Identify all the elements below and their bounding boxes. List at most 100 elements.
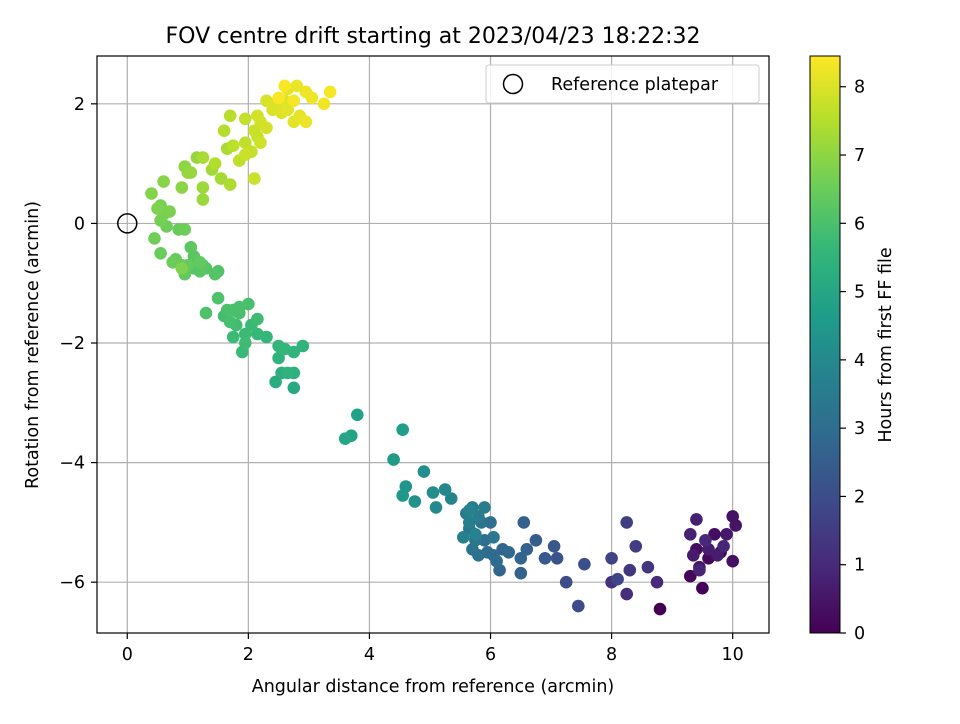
scatter-point	[248, 172, 261, 185]
colorbar-tick-label: 7	[854, 146, 865, 166]
scatter-point	[641, 560, 655, 574]
scatter-point	[175, 262, 189, 275]
scatter-point	[605, 552, 618, 565]
scatter-point	[463, 516, 476, 529]
x-tick-label: 6	[485, 645, 496, 665]
scatter-point	[226, 330, 240, 344]
plot-frame	[96, 55, 770, 634]
colorbar-tick-label: 1	[854, 556, 865, 576]
colorbar-tick-label: 2	[854, 487, 865, 507]
scatter-point	[457, 531, 470, 544]
scatter-point	[538, 552, 552, 565]
grid-lines	[97, 56, 769, 633]
y-tick-label: 2	[74, 95, 85, 115]
x-tick-label: 8	[606, 645, 617, 665]
scatter-point	[387, 453, 400, 466]
scatter-point	[305, 91, 319, 105]
legend-box	[485, 64, 760, 104]
axes: 0 2 4 6 8 10 −6 −4 −2 0 2	[59, 55, 770, 665]
scatter-point	[226, 139, 240, 152]
scatter-point	[299, 115, 313, 129]
legend: Reference platepar	[485, 64, 760, 104]
scatter-point	[426, 486, 440, 499]
scatter-point	[490, 554, 503, 568]
y-tick-label: 0	[74, 214, 85, 234]
scatter-point	[396, 489, 410, 502]
scatter-point	[690, 513, 703, 526]
scatter-point	[223, 315, 237, 329]
scatter-point	[193, 255, 207, 269]
scatter-point	[278, 342, 292, 356]
scatter-point	[611, 572, 624, 586]
scatter-point	[208, 267, 222, 281]
scatter-point	[478, 501, 491, 514]
scatter-point	[502, 546, 515, 559]
scatter-point	[472, 510, 485, 523]
reference-platepar-marker	[117, 213, 138, 234]
scatter-point	[239, 327, 252, 341]
scatter-point	[254, 136, 267, 149]
scatter-point	[711, 549, 724, 562]
scatter-point	[178, 223, 192, 236]
scatter-point	[208, 157, 222, 170]
legend-marker-open-circle	[502, 73, 524, 95]
scatter-point	[166, 255, 179, 269]
scatter-point	[684, 569, 697, 583]
scatter-point	[408, 495, 422, 508]
scatter-point	[151, 202, 164, 215]
scatter-point	[214, 172, 228, 185]
scatter-point	[417, 465, 431, 478]
scatter-point	[429, 501, 443, 514]
scatter-point	[239, 112, 252, 126]
y-tick-label: −2	[59, 334, 85, 354]
scatter-point	[487, 531, 500, 544]
scatter-point	[233, 300, 246, 314]
colorbar-tick-label: 6	[854, 214, 865, 234]
scatter-point	[559, 575, 573, 589]
colorbar-tick-label: 3	[854, 419, 865, 439]
scatter-point	[653, 602, 667, 616]
scatter-point	[620, 516, 633, 529]
scatter-point	[650, 575, 664, 589]
scatter-point	[281, 103, 295, 117]
scatter-point	[687, 549, 700, 562]
data-points	[117, 79, 742, 616]
scatter-point	[351, 408, 364, 422]
colorbar-tick-label: 8	[854, 78, 865, 98]
scatter-point	[148, 232, 161, 245]
scatter-point	[550, 552, 564, 565]
scatter-point	[196, 151, 210, 164]
scatter-point	[547, 540, 561, 553]
scatter-point	[272, 91, 285, 105]
scatter-point	[269, 375, 282, 389]
scatter-point	[729, 519, 742, 532]
x-tick-label: 10	[722, 645, 744, 665]
scatter-point	[251, 327, 264, 341]
scatter-point	[693, 563, 706, 577]
colorbar-tick-label: 4	[854, 351, 865, 371]
scatter-point	[220, 303, 234, 317]
scatter-point	[578, 557, 591, 571]
scatter-point	[175, 181, 189, 194]
scatter-point	[296, 339, 310, 353]
scatter-point	[211, 291, 225, 305]
scatter-point	[196, 193, 210, 206]
scatter-point	[396, 423, 410, 437]
x-tick-label: 4	[364, 645, 375, 665]
scatter-point	[338, 432, 352, 446]
scatter-point	[572, 599, 585, 613]
scatter-point	[469, 528, 482, 541]
scatter-point	[726, 554, 739, 568]
scatter-point	[251, 312, 264, 326]
scatter-point	[438, 483, 452, 496]
scatter-point	[287, 381, 301, 395]
scatter-point	[290, 79, 304, 93]
scatter-point	[317, 97, 331, 111]
scatter-point	[720, 528, 733, 541]
scatter-point	[463, 504, 476, 517]
scatter-point	[444, 492, 458, 505]
scatter-point	[145, 187, 158, 200]
scatter-point	[684, 528, 697, 541]
